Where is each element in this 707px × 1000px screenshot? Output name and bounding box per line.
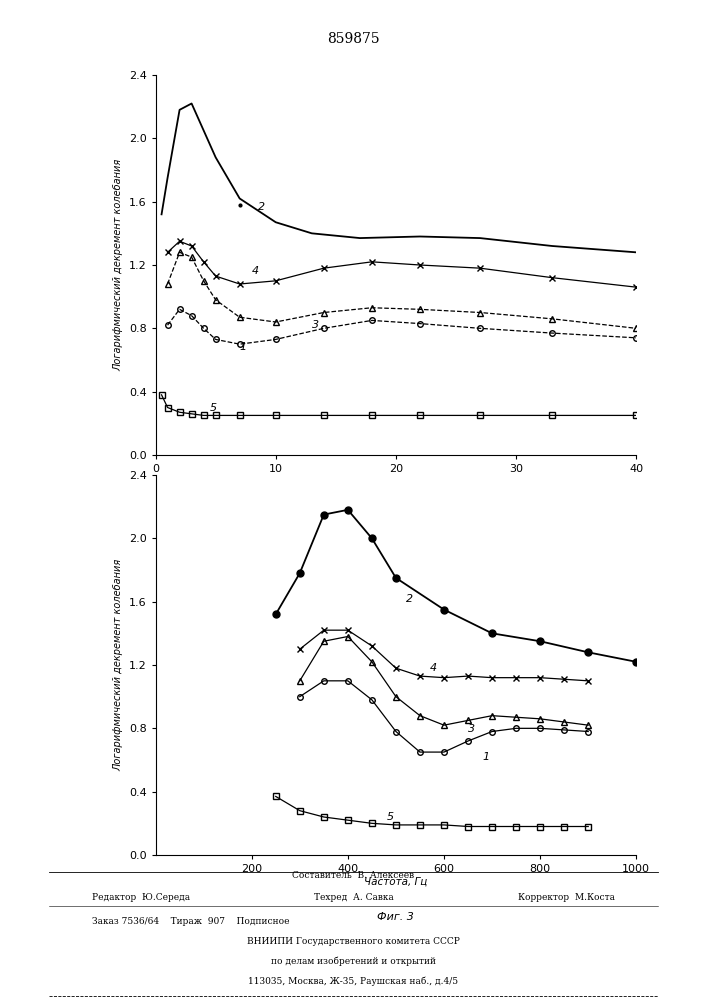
Text: по делам изобретений и открытий: по делам изобретений и открытий <box>271 956 436 966</box>
Text: Фиг. 3: Фиг. 3 <box>378 912 414 922</box>
Text: 4: 4 <box>252 266 259 276</box>
Text: Техред  А. Савка: Техред А. Савка <box>314 893 393 902</box>
Text: 2: 2 <box>258 202 265 212</box>
Text: 859875: 859875 <box>327 32 380 46</box>
X-axis label: Частота, Гц: Частота, Гц <box>364 877 428 887</box>
Text: 1: 1 <box>482 752 489 762</box>
Text: Фиг. 2: Фиг. 2 <box>378 512 414 522</box>
Text: 3: 3 <box>312 320 319 330</box>
Text: Заказ 7536/64    Тираж  907    Подписное: Заказ 7536/64 Тираж 907 Подписное <box>92 917 289 926</box>
Y-axis label: Логарифмический декремент колебания: Логарифмический декремент колебания <box>113 559 123 771</box>
Y-axis label: Логарифмический декремент колебания: Логарифмический декремент колебания <box>113 159 123 371</box>
Text: 3: 3 <box>468 724 475 734</box>
X-axis label: Удельное номинальное давление, кГс/см²: Удельное номинальное давление, кГс/см² <box>281 477 510 487</box>
Text: Составитель  В. Алексеев: Составитель В. Алексеев <box>293 871 414 880</box>
Text: Редактор  Ю.Середа: Редактор Ю.Середа <box>92 893 190 902</box>
Text: 2: 2 <box>406 594 413 604</box>
Text: 5: 5 <box>386 812 393 822</box>
Text: 1: 1 <box>240 342 247 353</box>
Text: 113035, Москва, Ж-35, Раушская наб., д.4/5: 113035, Москва, Ж-35, Раушская наб., д.4… <box>248 976 459 986</box>
Text: ВНИИПИ Государственного комитета СССР: ВНИИПИ Государственного комитета СССР <box>247 937 460 946</box>
Text: Корректор  М.Коста: Корректор М.Коста <box>518 893 615 902</box>
Text: 4: 4 <box>430 663 437 673</box>
Text: 5: 5 <box>210 403 217 413</box>
